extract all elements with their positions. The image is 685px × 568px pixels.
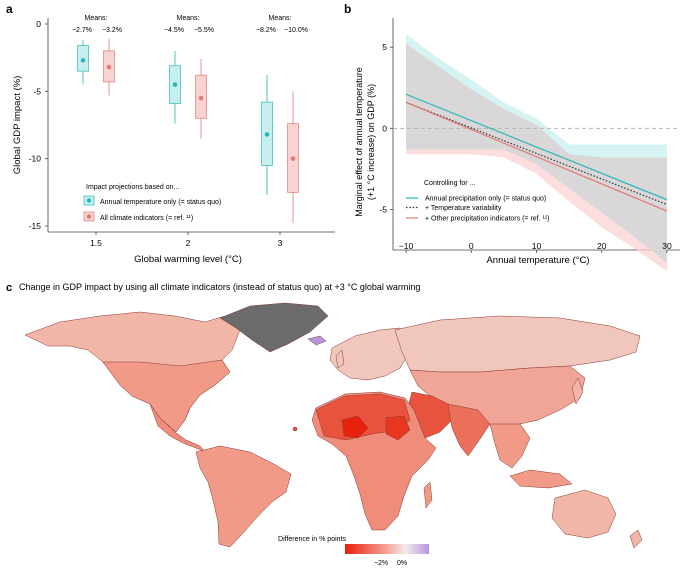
legend-label-status-quo: Annual temperature only (= status quo) (100, 199, 221, 206)
series-line (405, 101, 668, 206)
australia (551, 489, 617, 539)
panel-a-y-ticks: 0 -5 -10 -15 (29, 19, 48, 231)
new-zealand (629, 529, 643, 549)
band-overlap (406, 43, 667, 263)
x-tick-label: 2 (186, 238, 191, 248)
mean-dot (106, 64, 112, 70)
russia (394, 315, 641, 373)
mean-value-label: −8.2% (256, 27, 276, 34)
panel-a-boxes (77, 38, 299, 224)
panel-b-bands (406, 34, 667, 272)
indonesia (509, 469, 573, 489)
united-states (102, 359, 231, 433)
panel-c-label: c (6, 282, 12, 294)
panel-a-xlabel: Global warming level (°C) (134, 254, 242, 265)
legend-dot-status-quo (86, 198, 92, 203)
cape-verde (292, 426, 298, 432)
madagascar (423, 481, 433, 509)
x-tick-label: 1.5 (90, 238, 102, 248)
panel-a-x-ticks: 1.5 2 3 (90, 232, 283, 248)
colorbar-gradient (345, 544, 429, 554)
colorbar-tick-0: 0% (397, 560, 407, 567)
mean-value-label: −3.2% (102, 27, 122, 34)
mean-dot (264, 132, 270, 137)
y-tick-label: 0 (382, 123, 387, 133)
x-tick-label: 10 (532, 241, 542, 251)
legend-dot-all-indicators (86, 214, 92, 219)
series-line (405, 93, 668, 201)
panel-a-mean-labels: Means: −2.7% −3.2% Means: −4.5% −5.5% Means: −8… (72, 15, 308, 34)
niger (341, 415, 369, 439)
greenland (219, 302, 329, 353)
europe (329, 327, 413, 381)
panel-b-legend: Controlling for ... Annual precipitation… (406, 180, 550, 223)
japan (571, 377, 584, 405)
iceland (307, 335, 327, 346)
panel-a: a Global GDP impact (%) Global warming l… (6, 2, 335, 265)
panel-b-xlabel: Annual temperature (°C) (486, 255, 589, 266)
world-map (24, 302, 643, 549)
x-tick-label: 0 (469, 241, 474, 251)
panel-a-ylabel: Global GDP impact (%) (12, 76, 23, 175)
panel-b-ylabel-line1: Marginal effect of annual temperature (354, 67, 364, 216)
united-kingdom (335, 349, 345, 369)
mean-dot (290, 156, 296, 161)
panel-c: c Change in GDP impact by using all clim… (6, 282, 643, 567)
panel-c-title: Change in GDP impact by using all climat… (19, 282, 420, 292)
colorbar-label: Difference in % points (278, 536, 346, 543)
colorbar: Difference in % points −2% 0% (278, 536, 429, 567)
mean-dot (198, 95, 204, 101)
mean-value-label: −5.5% (194, 27, 214, 34)
panel-b-x-ticks: −10 0 10 20 30 (399, 241, 672, 253)
panel-a-legend-title: Impact projections based on... (86, 184, 179, 191)
legend-label-precip-only: Annual precipitation only (= status quo) (425, 196, 546, 203)
x-tick-label: −10 (399, 241, 414, 251)
south-america (195, 445, 292, 548)
x-tick-label: 20 (597, 241, 607, 251)
panel-a-legend: Impact projections based on... Annual te… (83, 184, 221, 222)
x-tick-label: 3 (278, 238, 283, 248)
y-tick-label: -5 (33, 86, 41, 96)
series-line (405, 101, 668, 212)
sudan (385, 415, 411, 441)
y-tick-label: -15 (29, 221, 42, 231)
southeast-asia (489, 423, 531, 469)
y-tick-label: -10 (29, 154, 42, 164)
means-title: Means: (177, 15, 200, 22)
legend-label-other-precip: + Other precipitation indicators (= ref.… (425, 216, 550, 223)
legend-label-temp-variability: + Temperature variability (425, 205, 502, 212)
south-asia (447, 403, 491, 457)
panel-b-ylabel-line2: (+1 °C increase) on GDP (%) (366, 84, 376, 200)
panel-b-label: b (344, 2, 351, 16)
panel-b: b Marginal effect of annual temperature … (344, 2, 680, 272)
panel-b-lines (405, 93, 668, 212)
mean-dot (172, 82, 178, 87)
y-tick-label: -5 (379, 204, 387, 214)
means-title: Means: (269, 15, 292, 22)
y-tick-label: 5 (382, 42, 387, 52)
panel-b-y-ticks: 5 0 -5 (379, 42, 393, 214)
mean-dot (80, 58, 86, 63)
panel-a-label: a (6, 2, 13, 16)
means-title: Means: (85, 15, 108, 22)
colorbar-tick-minus2: −2% (374, 560, 388, 567)
x-tick-label: 30 (662, 241, 672, 251)
legend-label-all-indicators: All climate indicators (= ref. ¹¹) (100, 215, 193, 222)
mean-value-label: −10.0% (284, 27, 308, 34)
y-tick-label: 0 (36, 19, 41, 29)
panel-b-legend-title: Controlling for ... (424, 180, 475, 187)
mean-value-label: −4.5% (164, 27, 184, 34)
mean-value-label: −2.7% (72, 27, 92, 34)
